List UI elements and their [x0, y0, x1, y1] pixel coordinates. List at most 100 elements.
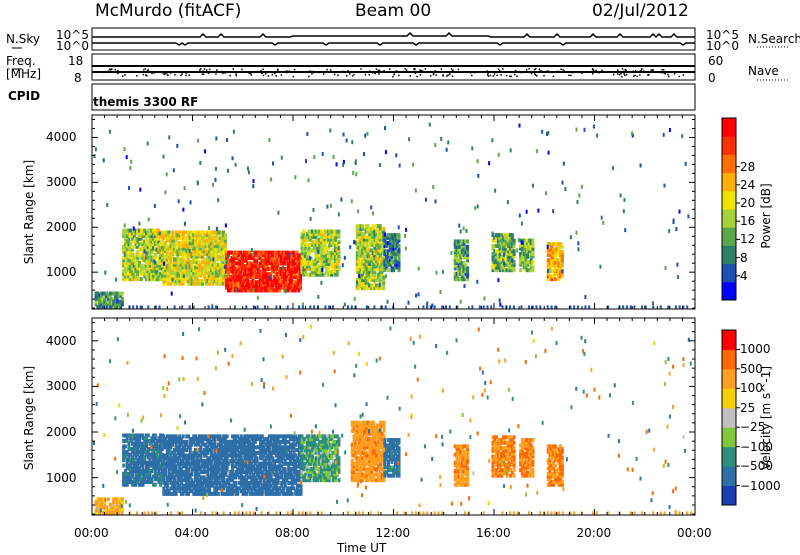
data-cell: [226, 260, 228, 264]
data-cell: [463, 284, 465, 288]
data-cell: [509, 305, 511, 308]
data-cell: [282, 266, 284, 270]
nave-dot: [650, 69, 652, 71]
nave-dot: [592, 73, 594, 75]
data-cell: [561, 269, 563, 273]
data-cell: [385, 150, 387, 154]
data-cell: [483, 305, 485, 308]
nave-dot: [613, 74, 615, 76]
data-cell: [535, 305, 537, 308]
data-cell: [171, 230, 174, 234]
colorbar-segment: [722, 136, 736, 155]
data-cell: [547, 245, 549, 249]
nave-dot: [581, 72, 583, 74]
data-cell: [441, 305, 443, 308]
nave-dot: [622, 68, 624, 70]
data-cell: [584, 128, 586, 132]
nave-dot: [563, 70, 565, 72]
data-cell: [103, 158, 105, 162]
data-cell: [415, 294, 417, 298]
data-cell: [245, 305, 247, 308]
data-cell: [190, 200, 192, 204]
data-cell: [361, 249, 363, 253]
data-cell: [460, 300, 462, 304]
nave-dot: [458, 69, 460, 71]
nave-dot: [626, 74, 628, 76]
nave-dot: [109, 69, 111, 71]
nave-dot: [221, 71, 223, 73]
data-cell: [425, 198, 427, 202]
data-cell: [351, 140, 353, 144]
data-cell: [277, 211, 279, 215]
data-cell: [584, 295, 586, 299]
nave-dot: [446, 75, 448, 77]
data-cell: [110, 297, 112, 301]
data-cell: [584, 305, 586, 308]
data-cell: [385, 274, 387, 278]
data-cell: [208, 226, 210, 230]
data-cell: [305, 159, 307, 163]
data-cell: [633, 305, 635, 308]
nave-dot: [114, 69, 116, 71]
nave-dot: [387, 72, 389, 74]
nsky-trace: [92, 33, 695, 37]
data-cell: [313, 155, 315, 159]
data-cell: [446, 148, 448, 152]
data-cell: [330, 204, 332, 208]
nave-dot: [624, 75, 626, 77]
data-cell: [435, 199, 437, 203]
nave-dot: [553, 76, 555, 78]
data-cell: [313, 305, 315, 308]
data-cell: [351, 199, 353, 203]
nave-dot: [547, 70, 549, 72]
data-cell: [548, 151, 550, 155]
nave-dot: [379, 70, 381, 72]
data-cell: [231, 156, 233, 160]
data-cell: [498, 153, 500, 157]
data-cell: [449, 305, 451, 308]
nave-dot: [625, 69, 627, 71]
colorbar-segment: [722, 191, 736, 210]
nave-dot: [241, 69, 243, 71]
data-cell: [302, 305, 304, 308]
nave-dot: [535, 68, 537, 70]
nave-dot: [272, 74, 274, 76]
data-cell: [102, 305, 104, 308]
nave-dot: [419, 69, 421, 71]
nave-dot: [368, 74, 370, 76]
nave-dot: [235, 75, 237, 77]
data-cell: [363, 152, 365, 156]
nave-dot: [311, 71, 313, 73]
nave-dot: [377, 70, 379, 72]
data-cell: [501, 240, 503, 244]
nave-dot: [674, 73, 676, 75]
data-cell: [94, 154, 96, 158]
data-cell: [346, 138, 348, 142]
nave-dot: [389, 68, 391, 70]
data-cell: [320, 230, 323, 234]
data-cell: [225, 223, 227, 227]
nave-dot: [570, 75, 572, 77]
data-cell: [577, 241, 579, 245]
data-cell: [398, 244, 401, 248]
nave-dot: [441, 68, 443, 70]
data-cell: [370, 205, 372, 209]
nave-dot: [117, 73, 119, 75]
data-cell: [358, 274, 360, 278]
data-cell: [252, 288, 254, 292]
nave-dot: [521, 72, 523, 74]
data-cell: [382, 227, 385, 231]
data-cell: [270, 275, 272, 279]
data-cell: [494, 189, 496, 193]
nave-dot: [346, 75, 348, 77]
data-cell: [140, 305, 142, 308]
data-cell: [121, 297, 124, 301]
data-cell: [247, 166, 249, 170]
nave-dot: [174, 74, 176, 76]
nave-dot: [199, 69, 201, 71]
nave-dot: [667, 74, 669, 76]
data-cell: [408, 137, 410, 141]
nave-dot: [147, 70, 149, 72]
data-cell: [521, 240, 523, 244]
data-cell: [673, 219, 675, 223]
